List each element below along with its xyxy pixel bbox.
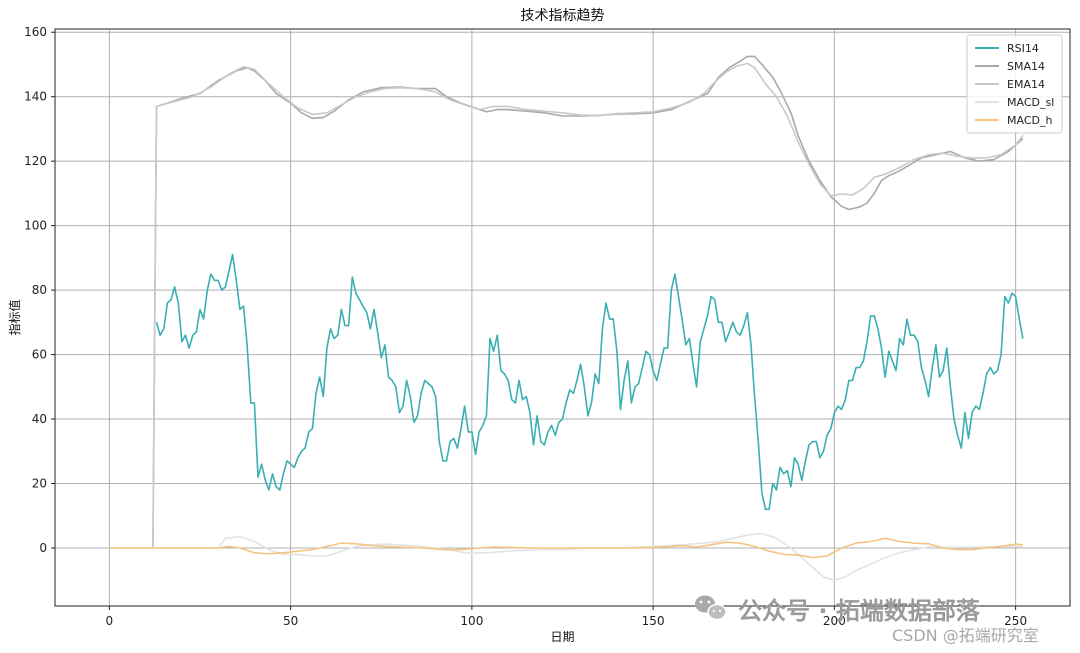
legend-box (966, 34, 1063, 134)
series-line-rsi14 (155, 253, 1024, 511)
watermark-brand-text: 公众号 · 拓端数据部落 (738, 597, 981, 625)
y-tick-label: 40 (32, 412, 47, 426)
x-tick-label: 200 (823, 614, 846, 628)
axis-ticks: 0 50 100 150 200 250 0 20 40 60 80 100 120 140 160 (24, 25, 1027, 628)
legend-label: SMA14 (1007, 60, 1045, 73)
plot-frame (54, 28, 1071, 607)
series-line-sma14 (152, 55, 1024, 549)
watermark-site-text: CSDN @拓端研究室 (892, 626, 1039, 645)
series-line-macd-sl (109, 532, 1023, 582)
x-tick-label: 150 (642, 614, 665, 628)
legend-label: EMA14 (1007, 78, 1045, 91)
series-lines (109, 55, 1024, 582)
x-tick-label: 0 (106, 614, 114, 628)
watermark: 公众号 · 拓端数据部落 CSDN @拓端研究室 (695, 595, 1039, 645)
chart-title: 技术指标趋势 (521, 8, 605, 24)
y-tick-label: 100 (24, 219, 47, 233)
legend: RSI14 SMA14 EMA14 MACD_sl MACD_h (966, 34, 1063, 134)
legend-label: MACD_h (1007, 114, 1052, 127)
x-axis-label: 日期 (550, 630, 574, 644)
series-line-macd-h (109, 537, 1023, 559)
y-tick-label: 160 (24, 25, 47, 39)
y-tick-label: 20 (32, 477, 47, 491)
y-tick-label: 120 (24, 154, 47, 168)
y-axis-label: 指标值 (7, 299, 22, 335)
wechat-logo-icon (695, 595, 727, 621)
series-line-ema14 (152, 62, 1024, 549)
legend-label: MACD_sl (1007, 96, 1054, 109)
y-tick-label: 0 (39, 541, 47, 555)
y-tick-label: 80 (32, 283, 47, 297)
x-tick-label: 50 (283, 614, 298, 628)
y-tick-label: 60 (32, 348, 47, 362)
x-tick-label: 250 (1004, 614, 1027, 628)
y-tick-label: 140 (24, 90, 47, 104)
legend-label: RSI14 (1007, 42, 1039, 55)
x-tick-label: 100 (460, 614, 483, 628)
